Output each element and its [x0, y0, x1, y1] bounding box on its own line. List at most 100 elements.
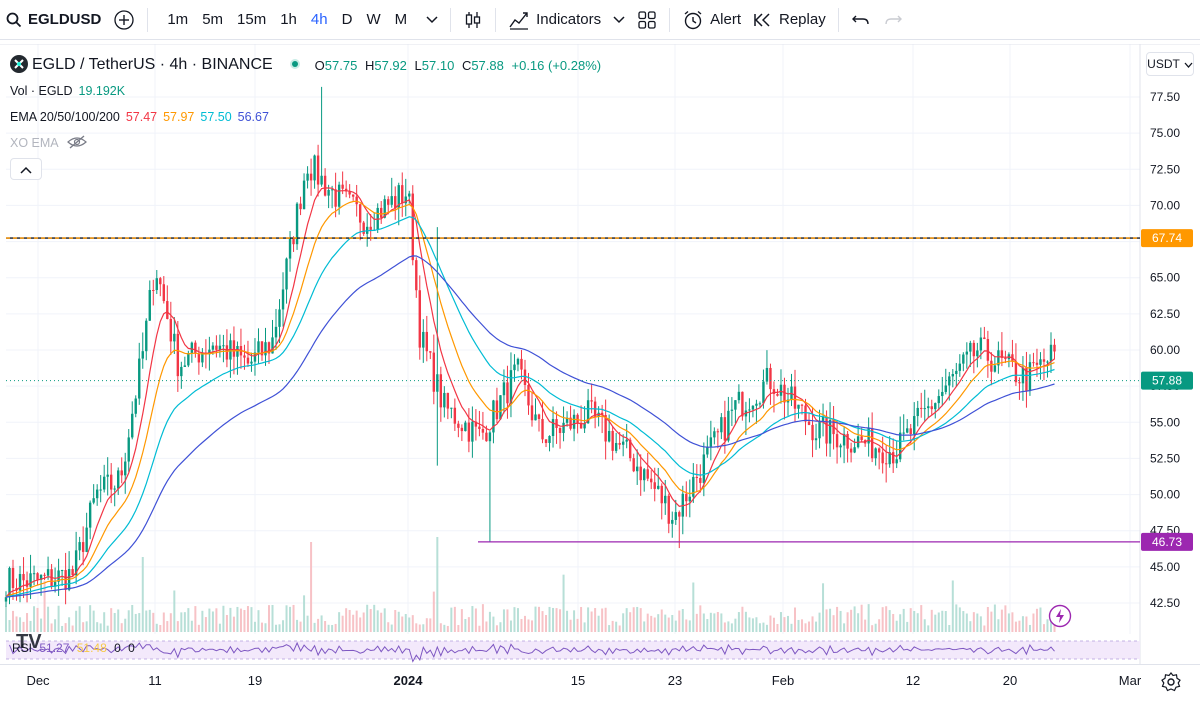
- layouts-button[interactable]: [631, 0, 663, 40]
- candle-body: [776, 393, 779, 396]
- volume-bar: [467, 617, 470, 632]
- volume-bar: [829, 608, 832, 632]
- volume-legend-row[interactable]: Vol · EGLD 19.192K: [10, 78, 601, 104]
- interval-15m[interactable]: 15m: [237, 11, 267, 28]
- volume-bar: [1021, 616, 1024, 632]
- resistance-price-label: 67.74: [1152, 231, 1182, 245]
- candle-body: [401, 185, 404, 204]
- candle-body: [1014, 361, 1018, 383]
- volume-bar: [730, 623, 733, 632]
- volume-bar: [790, 623, 793, 632]
- interval-d[interactable]: D: [341, 11, 353, 28]
- candle-body: [74, 550, 78, 576]
- ema200-line: [5, 255, 1055, 598]
- separator: [450, 7, 452, 32]
- ema-legend-row[interactable]: EMA 20/50/100/200 57.47 57.97 57.50 56.6…: [10, 104, 601, 130]
- volume-bar: [82, 622, 85, 632]
- low-key: L: [414, 57, 422, 73]
- volume-bar: [941, 610, 944, 632]
- volume-bar: [583, 622, 586, 632]
- indicators-dropdown[interactable]: [607, 0, 631, 40]
- redo-icon: [883, 12, 903, 28]
- candle-body: [962, 354, 965, 364]
- candle-body: [579, 422, 583, 429]
- candle-body: [60, 570, 64, 572]
- compare-button[interactable]: [107, 0, 141, 40]
- price-tick-label: 75.00: [1150, 126, 1180, 140]
- eye-hidden-icon[interactable]: [66, 135, 87, 152]
- indicators-button[interactable]: Indicators: [502, 0, 607, 40]
- price-chart[interactable]: 77.5075.0072.5070.0067.5065.0062.5060.00…: [0, 44, 1200, 664]
- interval-1m[interactable]: 1m: [167, 11, 189, 28]
- volume-bar: [993, 604, 996, 632]
- lightning-icon[interactable]: [1048, 604, 1072, 628]
- volume-bar: [289, 606, 292, 632]
- volume-bar: [1025, 616, 1028, 632]
- currency-selector[interactable]: USDT: [1146, 52, 1194, 76]
- candle-body: [621, 441, 625, 445]
- candle-body: [78, 542, 81, 551]
- candle-body: [180, 366, 183, 377]
- chart-type-button[interactable]: [457, 0, 489, 40]
- volume-bar: [899, 614, 902, 632]
- volume-bar: [387, 622, 390, 632]
- collapse-legend-button[interactable]: [10, 158, 42, 180]
- candle-body: [1028, 362, 1032, 392]
- volume-bar: [860, 604, 863, 632]
- candle-body: [285, 258, 288, 290]
- interval-5m[interactable]: 5m: [202, 11, 224, 28]
- xo-ema-legend-row[interactable]: XO EMA: [10, 130, 601, 156]
- undo-icon: [851, 12, 871, 28]
- volume-bar: [874, 623, 877, 632]
- rsi-legend[interactable]: RSI 51.27 51.48 0 0: [12, 641, 139, 655]
- symbol-title[interactable]: EGLD / TetherUS · 4h · BINANCE: [32, 56, 273, 73]
- candle-body: [513, 364, 516, 371]
- candle-body: [772, 389, 776, 394]
- volume-bar: [320, 615, 323, 632]
- volume-bar: [159, 625, 162, 632]
- chart-area[interactable]: 77.5075.0072.5070.0067.5065.0062.5060.00…: [0, 44, 1200, 664]
- volume-bar: [180, 612, 183, 632]
- price-tick-label: 70.00: [1150, 198, 1180, 212]
- time-axis[interactable]: Dec 11 19 2024 15 23 Feb 12 20 Mar: [0, 664, 1200, 701]
- separator: [669, 7, 671, 32]
- candle-body: [835, 434, 839, 448]
- symbol-search[interactable]: EGLDUSD: [0, 0, 107, 40]
- candle-body: [102, 476, 106, 490]
- candle-body: [1053, 344, 1056, 352]
- volume-bar: [776, 623, 779, 632]
- volume-bar: [485, 621, 488, 632]
- interval-w[interactable]: W: [366, 11, 381, 28]
- candle-body: [274, 326, 278, 338]
- interval-1h[interactable]: 1h: [280, 11, 297, 28]
- volume-bar: [927, 625, 930, 632]
- alert-button[interactable]: Alert: [676, 0, 747, 40]
- volume-label: Vol · EGLD: [10, 84, 73, 98]
- volume-bar: [951, 580, 954, 632]
- volume-bar: [566, 610, 569, 632]
- replay-button[interactable]: Replay: [747, 0, 832, 40]
- candle-body: [478, 426, 481, 429]
- candle-body: [257, 341, 260, 353]
- interval-m[interactable]: M: [394, 11, 408, 28]
- candle-body: [509, 370, 513, 404]
- redo-button[interactable]: [877, 0, 909, 40]
- volume-bar: [548, 606, 551, 632]
- interval-dropdown[interactable]: [420, 0, 444, 40]
- symbol-legend-row: EGLD / TetherUS · 4h · BINANCE O57.75 H5…: [10, 52, 601, 78]
- volume-bar: [376, 610, 379, 632]
- candle-body: [646, 469, 649, 479]
- time-label: 19: [247, 673, 263, 688]
- candle-body: [639, 466, 642, 481]
- settings-gear-icon[interactable]: [1160, 671, 1182, 693]
- candle-body: [457, 423, 460, 428]
- interval-4h[interactable]: 4h: [310, 11, 328, 28]
- search-icon: [6, 12, 22, 28]
- volume-bar: [590, 611, 593, 632]
- alarm-clock-icon: [682, 9, 704, 31]
- volume-bar: [401, 616, 404, 632]
- candle-body: [404, 196, 407, 204]
- undo-button[interactable]: [845, 0, 877, 40]
- candle-body: [390, 196, 393, 205]
- volume-bar: [239, 608, 242, 632]
